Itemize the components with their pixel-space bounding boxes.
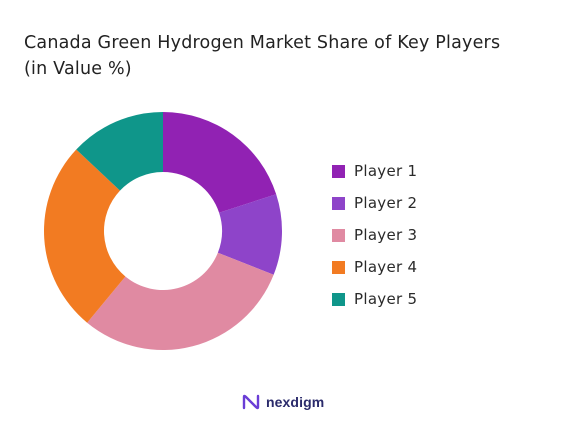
legend-label: Player 5 bbox=[354, 290, 418, 308]
donut-slice-5 bbox=[76, 112, 163, 191]
legend-item-3: Player 3 bbox=[332, 219, 417, 251]
legend-swatch bbox=[332, 292, 345, 306]
legend-swatch bbox=[332, 196, 345, 210]
legend-item-1: Player 1 bbox=[332, 155, 417, 187]
donut-slice-3 bbox=[87, 252, 274, 350]
legend-label: Player 3 bbox=[354, 226, 418, 244]
legend-label: Player 4 bbox=[354, 258, 418, 276]
legend-item-2: Player 2 bbox=[332, 187, 417, 219]
donut-slice-2 bbox=[217, 194, 282, 275]
donut-slice-1 bbox=[163, 112, 277, 213]
brand-name: nexdigm bbox=[266, 394, 325, 410]
nexdigm-logo-icon bbox=[242, 394, 260, 410]
donut-slice-4 bbox=[43, 149, 126, 323]
legend-label: Player 1 bbox=[354, 162, 418, 180]
legend-swatch bbox=[332, 164, 345, 178]
chart-title: Canada Green Hydrogen Market Share of Ke… bbox=[24, 30, 564, 82]
chart-title-line-1: Canada Green Hydrogen Market Share of Ke… bbox=[24, 33, 501, 53]
legend-item-5: Player 5 bbox=[332, 283, 417, 315]
brand-footer: nexdigm bbox=[241, 392, 324, 412]
legend-label: Player 2 bbox=[354, 194, 418, 212]
legend-item-4: Player 4 bbox=[332, 251, 417, 283]
legend-swatch bbox=[332, 260, 345, 274]
chart-legend: Player 1 Player 2 Player 3 Player 4 Player 5 bbox=[332, 155, 417, 315]
chart-title-line-2: (in Value %) bbox=[24, 59, 132, 79]
legend-swatch bbox=[332, 228, 345, 242]
